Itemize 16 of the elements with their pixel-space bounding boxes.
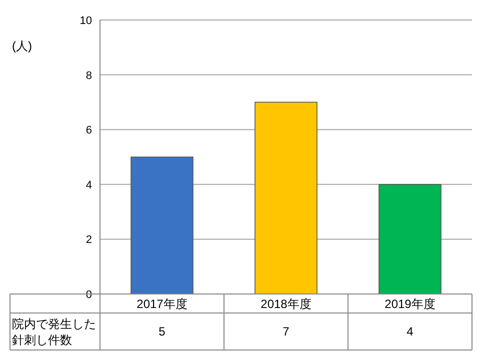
y-tick-label: 4 [86,179,92,192]
x-tick-label: 2017年度 [136,297,188,311]
y-tick-label: 2 [86,234,92,246]
data-label: 4 [406,324,414,338]
bar [130,156,194,294]
y-tick-label: 8 [86,70,92,82]
data-label: 5 [158,324,166,338]
y-tick-label: 6 [86,124,92,137]
y-axis-title: (人) [12,39,32,53]
bar [254,102,318,294]
x-tick-label: 2019年度 [384,297,436,311]
y-tick-label: 10 [80,15,92,27]
x-tick-label: 2018年度 [260,297,312,311]
text: 院内で発生した針刺し件数 [12,316,97,348]
data-label: 7 [282,324,290,338]
bar [378,184,442,294]
